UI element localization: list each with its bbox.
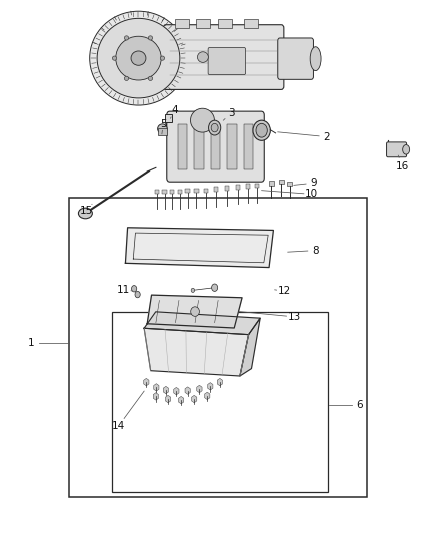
Bar: [165, 114, 172, 122]
Ellipse shape: [148, 36, 152, 40]
Ellipse shape: [198, 52, 208, 62]
Text: 6: 6: [356, 400, 363, 410]
Ellipse shape: [124, 36, 129, 40]
Bar: [113, 312, 328, 492]
Circle shape: [191, 288, 194, 293]
Bar: [246, 184, 250, 189]
Polygon shape: [240, 318, 260, 376]
Bar: [175, 19, 188, 28]
Ellipse shape: [310, 47, 321, 70]
Bar: [236, 185, 240, 190]
Polygon shape: [144, 312, 260, 335]
Text: 3: 3: [228, 108, 234, 118]
Bar: [204, 189, 208, 193]
Polygon shape: [147, 295, 242, 328]
Bar: [178, 124, 187, 169]
Ellipse shape: [124, 76, 129, 80]
Bar: [196, 19, 210, 28]
Circle shape: [212, 284, 218, 292]
Bar: [158, 128, 167, 135]
Bar: [244, 124, 253, 169]
Ellipse shape: [191, 108, 215, 132]
Text: 11: 11: [117, 285, 130, 295]
Bar: [218, 19, 232, 28]
Bar: [214, 188, 218, 192]
Bar: [178, 190, 182, 195]
Text: 2: 2: [324, 132, 330, 142]
Text: 10: 10: [305, 189, 318, 199]
Ellipse shape: [97, 18, 180, 98]
Ellipse shape: [158, 124, 167, 133]
Ellipse shape: [78, 208, 92, 219]
Bar: [279, 180, 284, 184]
Bar: [211, 124, 220, 169]
Bar: [254, 184, 259, 188]
Bar: [194, 124, 204, 169]
Text: 16: 16: [396, 161, 409, 171]
Bar: [185, 189, 190, 193]
Ellipse shape: [253, 120, 270, 140]
Ellipse shape: [208, 120, 221, 135]
Circle shape: [135, 292, 140, 298]
Ellipse shape: [160, 56, 165, 60]
Text: 8: 8: [312, 246, 319, 256]
Ellipse shape: [148, 76, 152, 80]
Text: 5: 5: [160, 119, 166, 130]
Ellipse shape: [90, 11, 187, 105]
Bar: [227, 124, 237, 169]
Bar: [194, 189, 198, 193]
Bar: [170, 190, 174, 195]
Ellipse shape: [113, 56, 117, 60]
Circle shape: [131, 286, 137, 292]
Polygon shape: [144, 328, 249, 376]
FancyBboxPatch shape: [278, 38, 314, 79]
Bar: [268, 181, 274, 186]
Ellipse shape: [191, 307, 199, 317]
Text: 12: 12: [278, 286, 291, 296]
Bar: [287, 182, 292, 187]
Bar: [162, 190, 167, 195]
Polygon shape: [125, 228, 273, 268]
Ellipse shape: [211, 123, 218, 132]
Bar: [244, 19, 258, 28]
Bar: [155, 190, 159, 195]
Bar: [225, 187, 229, 191]
Ellipse shape: [403, 144, 410, 154]
Text: 14: 14: [112, 421, 126, 431]
Ellipse shape: [256, 123, 267, 137]
Ellipse shape: [131, 51, 146, 65]
FancyBboxPatch shape: [208, 47, 246, 75]
Text: 13: 13: [288, 312, 301, 322]
Ellipse shape: [116, 36, 161, 80]
FancyBboxPatch shape: [167, 111, 264, 182]
FancyBboxPatch shape: [387, 142, 406, 157]
FancyBboxPatch shape: [163, 25, 284, 90]
Bar: [69, 198, 367, 497]
Text: 4: 4: [171, 105, 178, 115]
Text: 15: 15: [80, 206, 93, 216]
Text: 1: 1: [28, 338, 34, 349]
Text: 9: 9: [311, 178, 317, 188]
